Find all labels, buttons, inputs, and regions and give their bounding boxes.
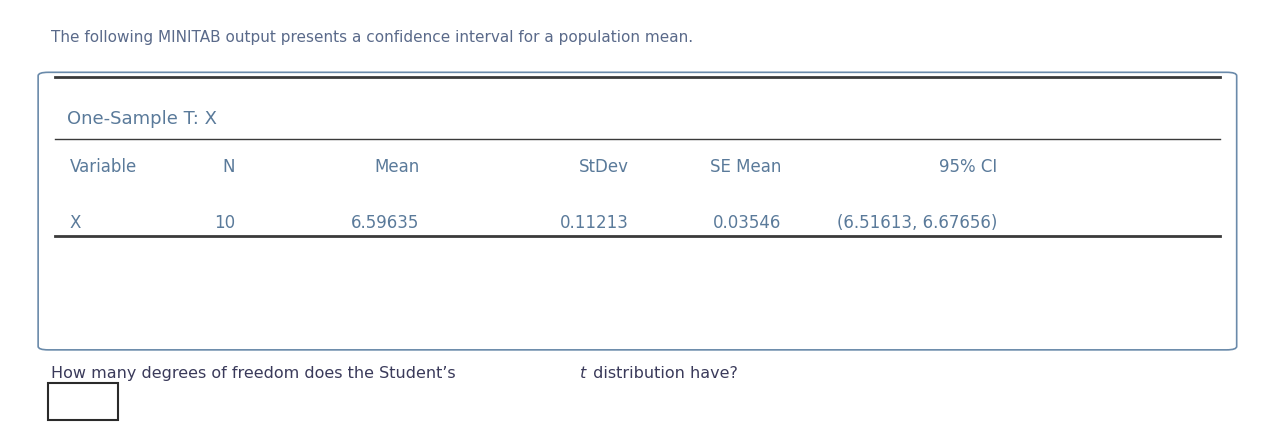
Text: StDev: StDev (580, 158, 629, 176)
Text: How many degrees of freedom does the Student’s: How many degrees of freedom does the Stu… (51, 366, 460, 381)
Text: The following MINITAB output presents a confidence interval for a population mea: The following MINITAB output presents a … (51, 30, 693, 45)
Text: 95% CI: 95% CI (939, 158, 998, 176)
Text: t: t (580, 366, 586, 381)
Text: 0.03546: 0.03546 (713, 214, 782, 233)
Text: X: X (70, 214, 81, 233)
Text: SE Mean: SE Mean (710, 158, 782, 176)
Text: (6.51613, 6.67656): (6.51613, 6.67656) (838, 214, 998, 233)
Bar (48, 383, 118, 420)
Text: Mean: Mean (374, 158, 419, 176)
Text: 0.11213: 0.11213 (561, 214, 629, 233)
FancyBboxPatch shape (38, 72, 1237, 350)
Text: 10: 10 (214, 214, 235, 233)
Text: N: N (222, 158, 235, 176)
Text: 6.59635: 6.59635 (351, 214, 419, 233)
Text: distribution have?: distribution have? (587, 366, 737, 381)
Text: Variable: Variable (70, 158, 137, 176)
Text: One-Sample T: X: One-Sample T: X (67, 110, 217, 129)
